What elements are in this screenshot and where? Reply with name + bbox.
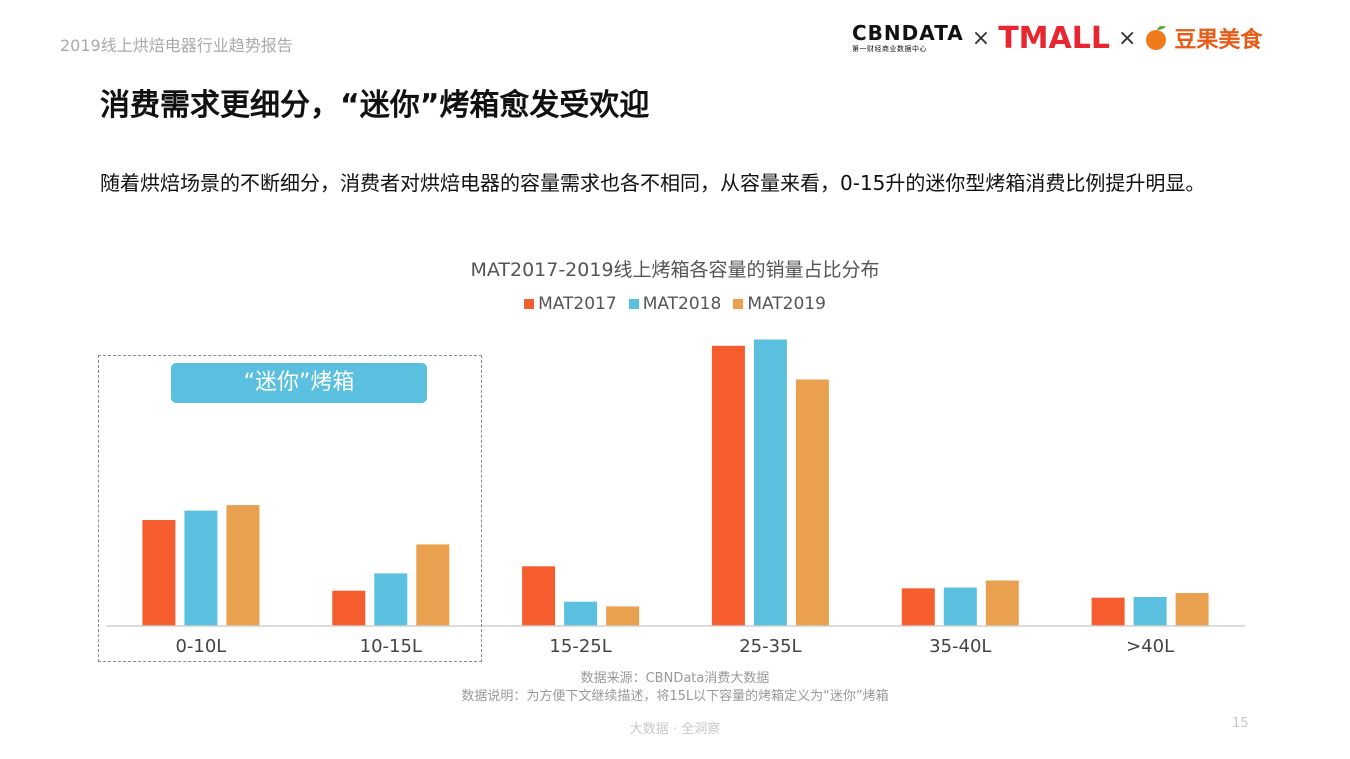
footer-slogan: 大数据 · 全洞察: [629, 722, 721, 737]
legend-item: MAT2018: [628, 294, 722, 314]
douguo-logo: 豆果美食: [1144, 22, 1262, 54]
x-tick-label: 0-10L: [175, 636, 226, 657]
x-tick-label: >40L: [1126, 636, 1174, 657]
bar-MAT2017-15-25L: [522, 566, 556, 626]
chart-legend: MAT2017 MAT2018 MAT2019: [0, 294, 1350, 314]
report-name: 2019线上烘焙电器行业趋势报告: [60, 36, 293, 55]
bar-MAT2017-0-10L: [142, 520, 176, 626]
mini-oven-highlight-box: [98, 355, 482, 662]
bars-layer: [142, 339, 1209, 626]
cbndata-logo-text: CBNDATA: [852, 21, 964, 45]
x-tick-label: 15-25L: [549, 636, 611, 657]
douguo-fruit-icon: [1146, 26, 1167, 50]
x-tick-label: 35-40L: [929, 636, 991, 657]
legend-label: MAT2018: [642, 294, 722, 314]
page-title: 消费需求更细分，“迷你”烤箱愈发受欢迎: [100, 88, 650, 123]
douguo-logo-text: 豆果美食: [1174, 28, 1263, 53]
page-number: 15: [1232, 716, 1249, 731]
legend-label: MAT2017: [538, 294, 617, 314]
bar-MAT2019->40L: [1175, 593, 1209, 626]
bar-MAT2018-10-15L: [374, 573, 408, 626]
legend-item: MAT2017: [524, 294, 617, 314]
bar-MAT2018-25-35L: [753, 339, 787, 626]
legend-item: MAT2019: [733, 294, 826, 314]
bar-MAT2019-0-10L: [226, 505, 260, 626]
data-explanation-note: 数据说明：为方便下文继续描述，将15L以下容量的烤箱定义为“迷你”烤箱: [461, 689, 889, 704]
x-tick-label: 25-35L: [739, 636, 801, 657]
legend-label: MAT2019: [747, 294, 826, 314]
bar-MAT2018-15-25L: [564, 601, 598, 626]
chart-title: MAT2017-2019线上烤箱各容量的销量占比分布: [470, 259, 880, 281]
bar-MAT2017-35-40L: [901, 588, 935, 626]
logo-separator-2: ×: [1117, 25, 1137, 51]
cbndata-logo: CBNDATA 第一财经商业数据中心: [852, 23, 964, 53]
bar-MAT2019-10-15L: [416, 544, 450, 626]
bar-MAT2019-35-40L: [985, 580, 1019, 626]
intro-text: 随着烘焙场景的不断细分，消费者对烘焙电器的容量需求也各不相同，从容量来看，0-1…: [100, 171, 1206, 195]
bar-MAT2018->40L: [1133, 597, 1167, 626]
data-source-note: 数据来源：CBNData消费大数据: [580, 671, 770, 686]
bar-MAT2017-10-15L: [332, 590, 366, 626]
logo-separator-1: ×: [971, 25, 991, 51]
legend-swatch: [733, 299, 744, 309]
partner-logos: CBNDATA 第一财经商业数据中心 × TMALL × 豆果美食: [852, 18, 1262, 58]
bar-MAT2017->40L: [1091, 597, 1125, 626]
tmall-logo: TMALL: [998, 20, 1110, 56]
mini-oven-tag: “迷你”烤箱: [171, 363, 427, 403]
bar-MAT2019-15-25L: [606, 606, 640, 626]
cbndata-logo-subtitle: 第一财经商业数据中心: [852, 45, 927, 53]
bar-MAT2019-25-35L: [795, 379, 829, 626]
bar-MAT2018-0-10L: [184, 510, 218, 626]
legend-swatch: [628, 299, 639, 309]
category-labels: 0-10L 10-15L 15-25L 25-35L 35-40L >40L: [175, 636, 1174, 657]
bar-MAT2017-25-35L: [711, 345, 745, 626]
chart-notes: 数据来源：CBNData消费大数据 数据说明：为方便下文继续描述，将15L以下容…: [0, 670, 1350, 706]
bar-MAT2018-35-40L: [943, 587, 977, 626]
x-tick-label: 10-15L: [360, 636, 422, 657]
legend-swatch: [524, 299, 535, 309]
